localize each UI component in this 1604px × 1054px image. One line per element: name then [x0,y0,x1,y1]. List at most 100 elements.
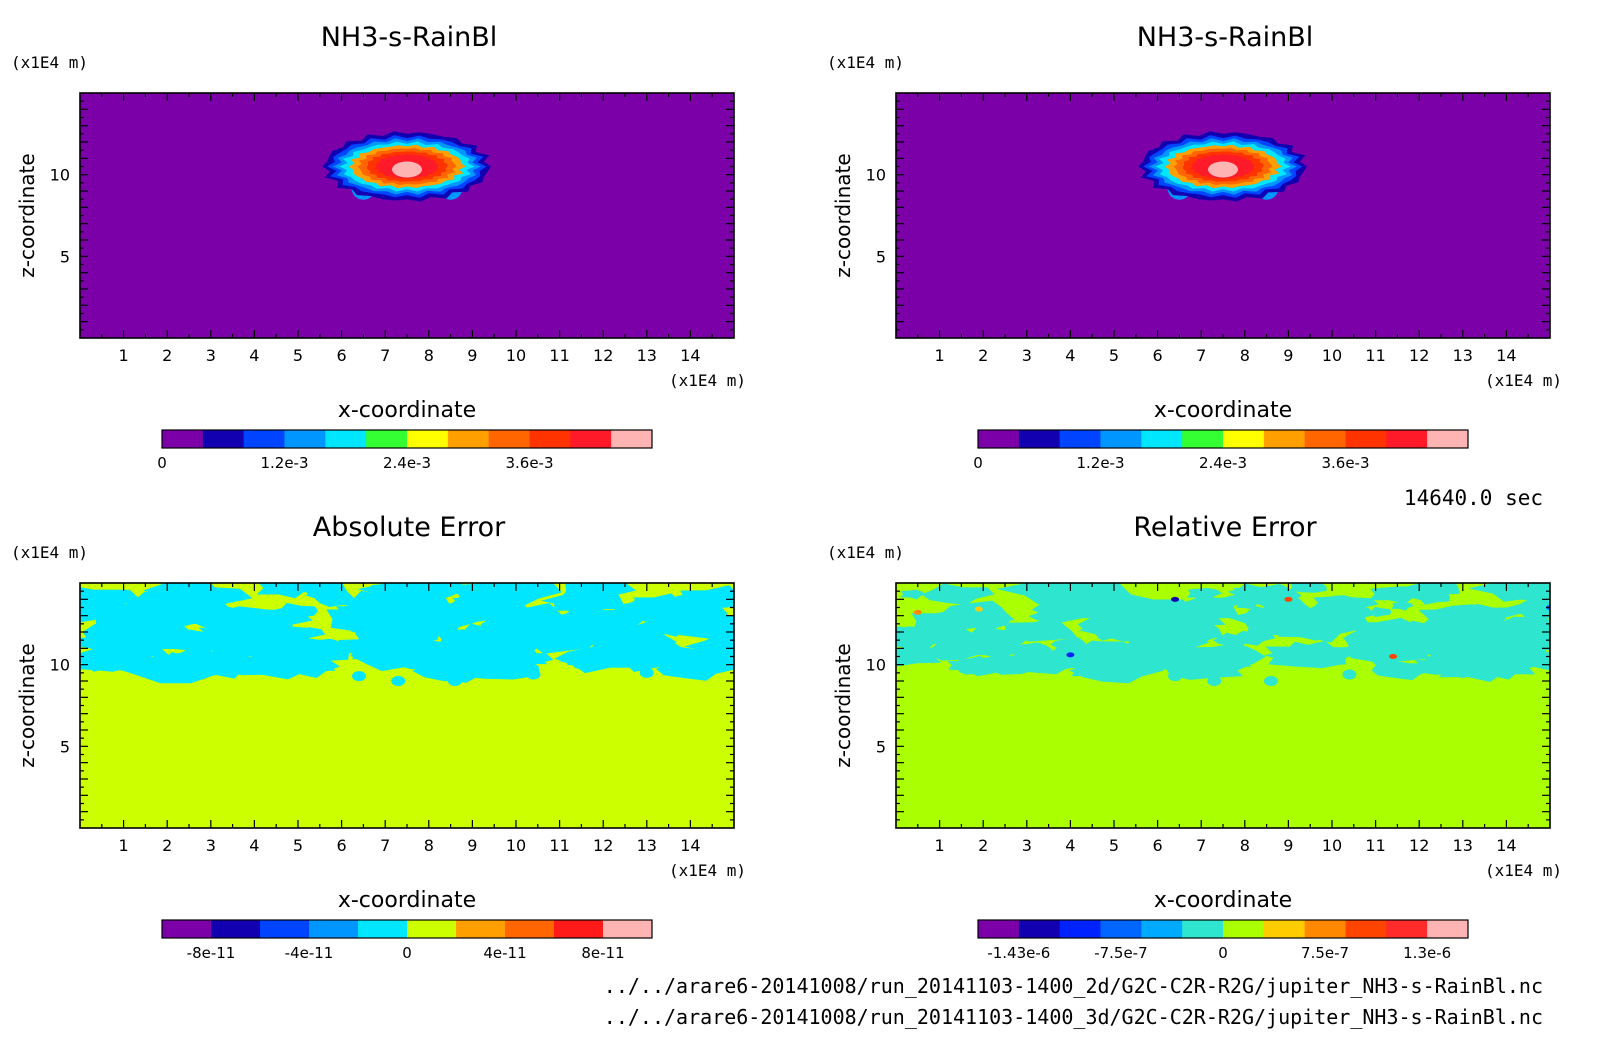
error-patch [624,597,668,612]
x-tick-label: 4 [249,346,259,365]
error-patch [1441,632,1503,654]
colorbar-swatch [1223,430,1265,448]
error-patch [1186,588,1223,601]
error-patch [333,590,408,614]
axis-ticks [896,93,1550,338]
x-tick-label: 10 [506,346,526,365]
file-path-2: ../../arare6-20141008/run_20141103-1400_… [604,1005,1543,1029]
colorbar-tick-label: -8e-11 [187,944,236,962]
error-patch [193,657,261,679]
x-tick-label: 6 [1153,346,1163,365]
x-tick-label: 13 [637,346,657,365]
chart-title: Absolute Error [313,512,506,543]
error-patch [126,658,159,670]
error-drip [1342,669,1357,680]
colorbar-swatch [1345,920,1387,938]
colorbar-swatch [1018,920,1061,938]
error-patch [680,585,734,609]
colorbar-swatch [1100,430,1142,448]
x-tick-label: 7 [1196,346,1206,365]
x-tick-label: 4 [1065,346,1075,365]
axis-ticks [896,583,1550,828]
error-patch [267,602,319,620]
error-patch [460,583,562,606]
colorbar-tick-label: 4e-11 [483,944,526,962]
error-spot [1389,654,1398,659]
x-tick-label: 9 [1283,346,1293,365]
x-tick-label: 3 [1022,346,1032,365]
error-patch [1408,590,1451,605]
y-unit-label: (x1E4 m) [11,543,88,562]
colorbar-tick-label: 0 [157,454,167,472]
x-tick-label: 2 [978,836,988,855]
x-tick-label: 11 [549,836,569,855]
error-patch [1289,583,1327,593]
error-patch [1507,583,1541,596]
error-patch [1457,603,1521,623]
x-tick-label: 12 [1409,836,1429,855]
x-tick-label: 11 [1365,346,1385,365]
error-patch [1232,583,1302,607]
cloud-core [1208,161,1238,178]
colorbar-swatch [488,430,530,448]
y-unit-label: (x1E4 m) [11,53,88,72]
error-patch [1434,607,1476,621]
error-patch [183,609,260,634]
error-patch [1050,637,1092,653]
error-patch [915,640,985,661]
error-drip [447,676,462,686]
error-spot [913,609,922,615]
x-tick-label: 13 [637,836,657,855]
colorbar-tick-label: 1.3e-6 [1403,944,1451,962]
y-axis-label: z-coordinate [15,643,39,767]
colorbar-swatch [1059,920,1101,938]
colorbar-swatch [978,430,1020,448]
colorbar-swatch [1263,920,1306,938]
error-patch [1511,651,1550,671]
colorbar-swatch [1386,920,1428,938]
error-patch [128,645,161,658]
error-patch [582,623,656,649]
x-tick-label: 1 [119,346,129,365]
colorbar-swatch [570,430,612,448]
colorbar-swatch [1427,920,1469,938]
error-spot [974,606,983,612]
axis-ticks [80,583,734,828]
error-patch [647,645,702,664]
x-tick-label: 11 [549,346,569,365]
error-patch [1078,621,1140,641]
y-tick-label: 10 [866,166,886,185]
colorbar-swatch [1182,920,1224,938]
error-patch [713,648,734,660]
colorbar-swatch [554,920,604,938]
colorbar-tick-label: 1.2e-3 [1076,454,1124,472]
x-tick-label: 3 [206,836,216,855]
error-patch [1198,652,1231,664]
colorbar-frame [161,919,653,939]
y-unit-label: (x1E4 m) [827,53,904,72]
error-patch [355,622,416,644]
error-patch [134,594,230,621]
x-tick-label: 1 [935,346,945,365]
x-unit-label: (x1E4 m) [1485,861,1562,880]
error-patch [1245,629,1273,641]
heatmap-field [80,93,734,338]
y-tick-label: 5 [60,737,70,756]
error-patch [655,656,734,681]
y-axis-label: z-coordinate [831,153,855,277]
x-tick-label: 12 [593,836,613,855]
colorbar: -1.43e-6 -7.5e-7 0 7.5e-7 1.3e-6 [977,919,1469,962]
error-patch [1092,600,1137,615]
error-patch [949,625,1030,650]
error-patch [80,636,109,650]
error-patch [1364,606,1392,618]
error-spot [1066,652,1075,658]
colorbar-frame [161,429,653,449]
x-tick-label: 6 [337,346,347,365]
x-tick-label: 10 [506,836,526,855]
x-unit-label: (x1E4 m) [1485,371,1562,390]
error-patch [267,625,326,645]
x-tick-label: 4 [249,836,259,855]
y-tick-label: 5 [876,737,886,756]
colorbar-swatch [202,430,245,448]
